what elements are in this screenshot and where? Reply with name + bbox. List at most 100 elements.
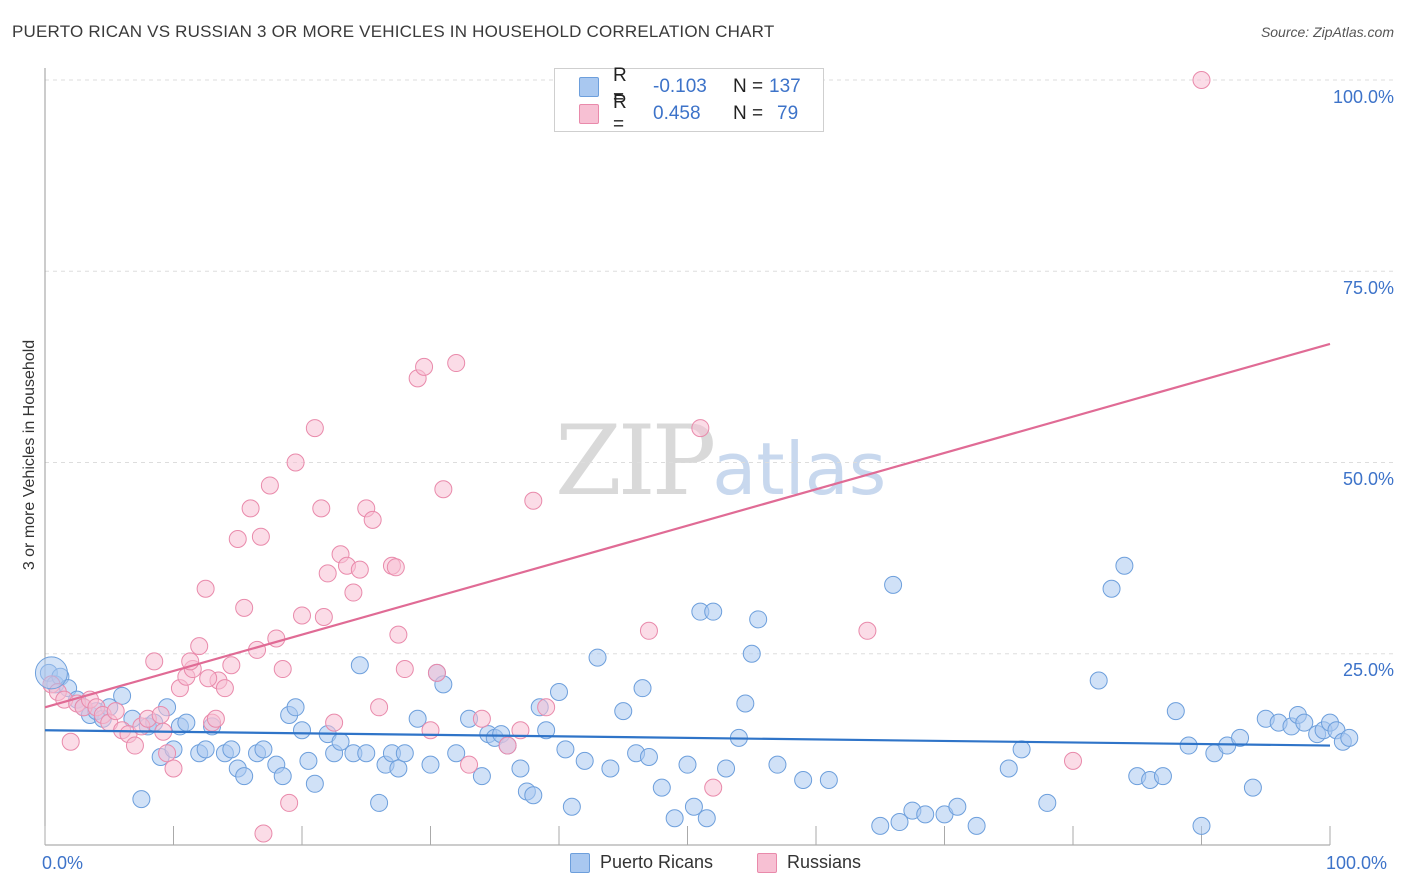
data-point-russians (386, 558, 405, 577)
data-point-puerto-ricans (697, 809, 716, 828)
data-point-puerto-ricans (614, 702, 633, 721)
data-point-russians (61, 732, 80, 751)
data-point-puerto-ricans (395, 744, 414, 763)
data-point-russians (370, 698, 389, 717)
data-point-puerto-ricans (299, 751, 318, 770)
data-point-puerto-ricans (652, 778, 671, 797)
data-point-puerto-ricans (293, 721, 311, 740)
data-point-russians (145, 652, 164, 671)
data-point-puerto-ricans (1038, 793, 1057, 812)
legend-row-puerto-ricans: R = -0.103 N = 137 (579, 65, 801, 108)
y-tick-label: 25.0% (1342, 660, 1394, 680)
data-point-puerto-ricans (633, 679, 652, 698)
data-point-russians (158, 744, 177, 763)
data-point-russians (273, 660, 292, 679)
data-point-russians (251, 527, 270, 546)
data-point-russians (395, 660, 414, 679)
y-tick-label: 100.0% (1332, 87, 1394, 107)
data-point-puerto-ricans (305, 774, 324, 793)
data-point-puerto-ricans (684, 797, 703, 816)
data-point-puerto-ricans (742, 644, 761, 663)
data-point-puerto-ricans (273, 767, 292, 786)
data-point-puerto-ricans (871, 816, 890, 835)
data-point-puerto-ricans (1102, 579, 1121, 598)
data-point-puerto-ricans (447, 744, 466, 763)
data-point-russians (164, 759, 183, 778)
data-point-puerto-ricans (1231, 728, 1250, 747)
data-point-puerto-ricans (948, 797, 967, 816)
data-point-russians (498, 736, 517, 755)
data-point-puerto-ricans (1153, 767, 1172, 786)
bottom-legend-puerto-ricans[interactable]: Puerto Ricans (570, 852, 713, 873)
data-point-puerto-ricans (1295, 713, 1314, 732)
data-point-puerto-ricans (1115, 556, 1134, 575)
data-point-russians (196, 579, 215, 598)
data-point-russians (415, 357, 434, 376)
trend-line-puerto-ricans (44, 729, 1331, 747)
data-point-puerto-ricans (421, 755, 440, 774)
data-point-puerto-ricans (254, 740, 273, 759)
data-point-russians (691, 419, 710, 438)
source-label: Source: ZipAtlas.com (1260, 24, 1394, 40)
data-point-puerto-ricans (556, 740, 575, 759)
data-point-puerto-ricans (639, 748, 658, 767)
data-point-russians (293, 606, 311, 625)
data-point-puerto-ricans (196, 740, 215, 759)
legend-swatch (757, 852, 777, 873)
legend-n-value: 79 (777, 103, 799, 124)
data-point-puerto-ricans (1340, 728, 1359, 747)
data-point-russians (222, 656, 241, 675)
data-point-puerto-ricans (819, 770, 838, 789)
data-point-russians (389, 625, 408, 644)
data-point-russians (460, 755, 479, 774)
data-point-russians (260, 476, 279, 495)
bottom-legend-russians[interactable]: Russians (757, 852, 861, 873)
watermark-atlas: atlas (712, 427, 887, 511)
data-point-russians (1064, 751, 1082, 770)
legend-label: Puerto Ricans (600, 852, 714, 872)
data-point-russians (241, 499, 260, 518)
data-point-russians (511, 721, 530, 740)
data-point-puerto-ricans (999, 759, 1018, 778)
legend-r-value: 0.458 (653, 103, 701, 124)
data-point-puerto-ricans (357, 744, 376, 763)
y-tick-label: 50.0% (1342, 469, 1394, 489)
data-point-russians (325, 713, 344, 732)
data-point-russians (125, 736, 144, 755)
legend-swatch (579, 77, 599, 97)
y-tick-label: 75.0% (1342, 278, 1394, 298)
data-point-puerto-ricans (575, 751, 594, 770)
data-point-russians (524, 491, 543, 510)
data-point-puerto-ricans (1089, 671, 1108, 690)
data-point-russians (472, 709, 491, 728)
legend-swatch (579, 104, 599, 124)
data-point-puerto-ricans (1243, 778, 1262, 797)
data-point-puerto-ricans (768, 755, 787, 774)
data-point-russians (537, 698, 556, 717)
data-point-puerto-ricans (1179, 736, 1198, 755)
data-point-puerto-ricans (132, 790, 151, 809)
data-point-puerto-ricans (890, 813, 909, 832)
data-point-russians (280, 793, 299, 812)
data-point-puerto-ricans (1192, 816, 1211, 835)
legend-n-label: N = (733, 76, 764, 97)
legend-label: Russians (787, 852, 862, 872)
data-point-puerto-ricans (1166, 702, 1185, 721)
data-point-puerto-ricans (537, 721, 556, 740)
data-point-puerto-ricans (1012, 740, 1031, 759)
data-point-puerto-ricans (472, 767, 491, 786)
data-point-russians (305, 419, 324, 438)
data-point-russians (228, 530, 247, 548)
data-point-russians (1192, 71, 1211, 89)
data-point-russians (427, 663, 446, 682)
data-point-puerto-ricans (177, 713, 196, 732)
data-point-russians (206, 709, 225, 728)
data-point-russians (106, 702, 125, 721)
data-point-russians (254, 824, 273, 843)
trend-line-russians (44, 342, 1331, 709)
legend-n-value: 137 (769, 76, 801, 97)
data-point-puerto-ricans (717, 759, 736, 778)
legend-r-value: -0.103 (653, 76, 707, 97)
data-point-puerto-ricans (736, 694, 755, 713)
